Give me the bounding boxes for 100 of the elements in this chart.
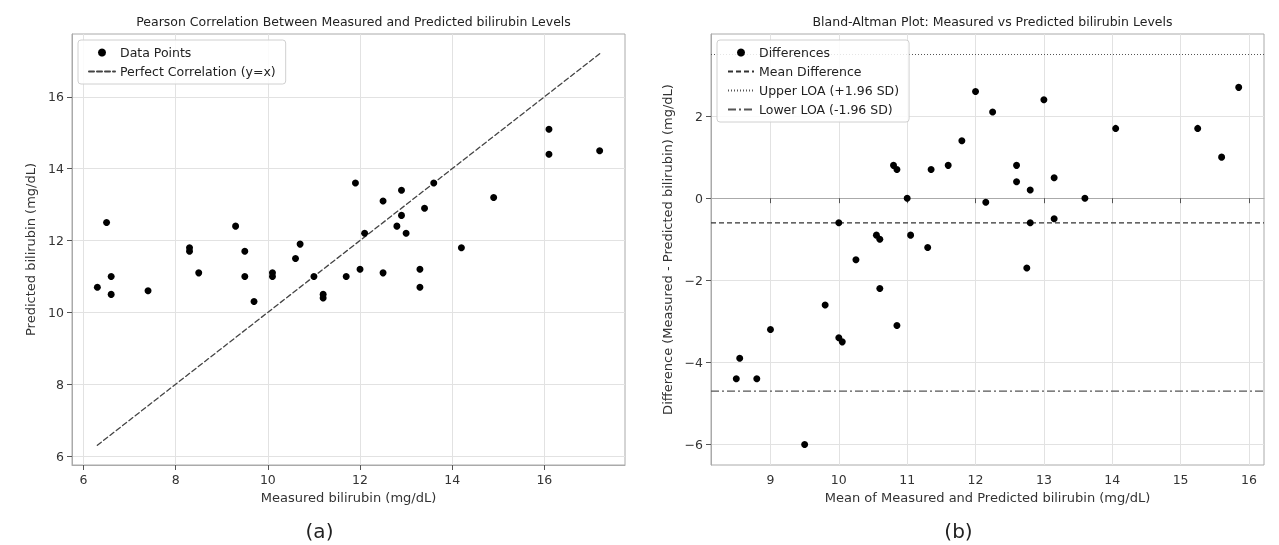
point — [398, 186, 405, 194]
point — [241, 272, 249, 280]
y-tick-label: 10 — [48, 304, 65, 320]
point — [1013, 161, 1021, 169]
point — [402, 229, 410, 237]
point — [1194, 124, 1202, 132]
point — [876, 235, 884, 243]
y-tick-label: −4 — [684, 354, 704, 370]
point — [972, 87, 980, 95]
point — [989, 108, 997, 116]
point — [838, 338, 846, 346]
point — [457, 244, 465, 252]
legend-label: Upper LOA (+1.96 SD) — [759, 83, 900, 98]
legend-label: Lower LOA (-1.96 SD) — [759, 102, 893, 117]
chart-title: Pearson Correlation Between Measured and Predicted bilirubin Levels — [136, 14, 571, 29]
point — [430, 179, 438, 187]
x-tick-label: 9 — [766, 472, 775, 487]
y-tick-label: 14 — [48, 161, 65, 177]
point — [1081, 194, 1089, 202]
point — [801, 440, 809, 448]
point — [292, 254, 299, 262]
point — [356, 265, 364, 273]
chart-title: Bland-Altman Plot: Measured vs Predicted bilirubin Levels — [812, 14, 1173, 29]
y-tick-label: 16 — [48, 89, 65, 105]
point — [195, 269, 203, 277]
point — [893, 165, 901, 173]
x-tick-label: 10 — [830, 472, 847, 487]
x-tick-label: 8 — [171, 472, 180, 487]
point — [144, 287, 152, 295]
x-tick-label: 6 — [79, 472, 88, 487]
point — [310, 272, 318, 280]
point — [1218, 153, 1226, 161]
point — [1235, 83, 1243, 91]
y-axis-title: Predicted bilirubin (mg/dL) — [23, 163, 39, 336]
y-tick-label: 0 — [695, 190, 704, 206]
y-tick-label: −2 — [684, 272, 703, 288]
point — [393, 222, 401, 230]
point — [107, 272, 115, 280]
point — [103, 219, 111, 227]
x-tick-label: 13 — [1035, 472, 1052, 487]
point — [1112, 124, 1120, 132]
point — [736, 354, 744, 362]
x-tick-label: 12 — [967, 472, 984, 487]
x-tick-label: 16 — [536, 472, 553, 487]
x-tick-label: 14 — [1104, 472, 1121, 487]
point — [416, 283, 424, 291]
y-axis-title: Difference (Measured - Predicted bilirubin) (mg/dL) — [659, 84, 675, 415]
point — [416, 265, 424, 273]
point — [379, 269, 387, 277]
legend-label: Differences — [759, 45, 830, 60]
point — [490, 193, 498, 201]
point — [1013, 178, 1021, 186]
y-tick-label: 12 — [48, 233, 64, 249]
point — [1050, 215, 1058, 223]
point — [982, 198, 990, 206]
point — [296, 240, 304, 248]
x-axis-title: Mean of Measured and Predicted bilirubin (mg/dL) — [824, 490, 1151, 505]
point — [351, 179, 359, 187]
point — [924, 243, 932, 251]
legend-label: Data Points — [120, 45, 192, 60]
point — [596, 147, 604, 155]
point — [545, 125, 553, 133]
x-tick-label: 15 — [1172, 472, 1189, 487]
point — [545, 150, 553, 158]
point — [107, 290, 115, 298]
text: (a) — [305, 519, 334, 543]
point — [1026, 219, 1034, 227]
point — [732, 375, 740, 383]
point — [398, 211, 405, 219]
point — [250, 298, 258, 306]
point — [342, 272, 350, 280]
point — [421, 204, 429, 212]
legend-label: Mean Difference — [759, 64, 862, 79]
point — [876, 285, 884, 292]
y-tick-label: −6 — [684, 436, 704, 452]
point — [893, 321, 901, 329]
point — [753, 375, 761, 383]
point — [1040, 96, 1048, 104]
point — [852, 256, 860, 264]
point — [766, 326, 774, 334]
x-tick-label: 10 — [259, 472, 276, 487]
point — [241, 247, 249, 255]
x-tick-label: 12 — [352, 472, 368, 487]
point — [1026, 186, 1034, 194]
x-tick-label: 11 — [899, 472, 916, 487]
point — [903, 194, 911, 202]
y-tick-label: 6 — [56, 448, 65, 464]
point — [361, 229, 369, 237]
point — [927, 165, 935, 173]
x-tick-label: 14 — [444, 472, 461, 487]
point — [821, 301, 829, 309]
point — [958, 137, 966, 145]
y-tick-label: 8 — [56, 376, 65, 392]
point — [1050, 174, 1058, 182]
legend-label: Perfect Correlation (y=x) — [120, 64, 276, 79]
y-tick-label: 2 — [695, 108, 703, 124]
point — [232, 222, 240, 230]
point — [944, 161, 952, 169]
x-axis-title: Measured bilirubin (mg/dL) — [260, 490, 437, 505]
x-tick-label: 16 — [1241, 472, 1257, 487]
